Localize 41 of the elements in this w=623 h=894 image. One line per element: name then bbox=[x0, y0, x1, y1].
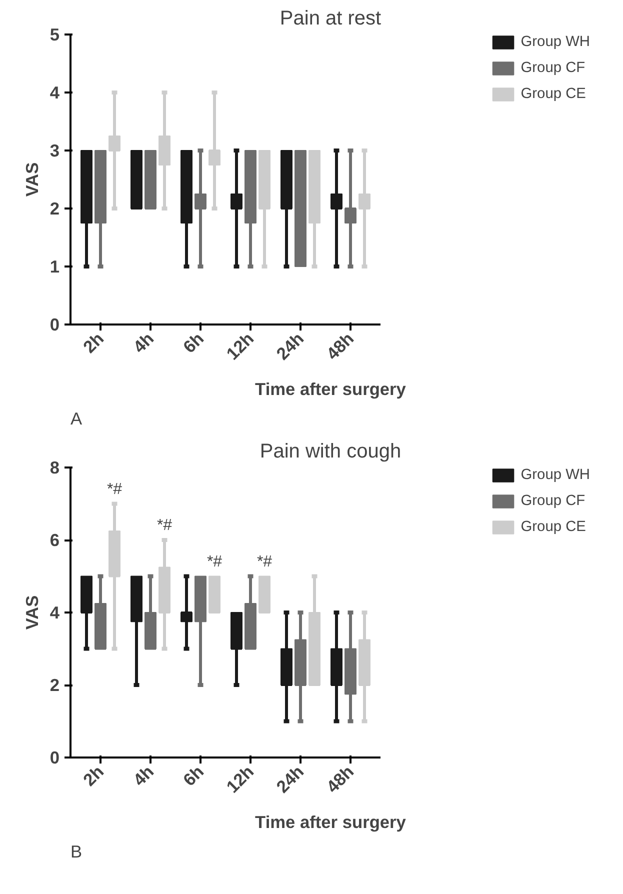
annotation: *# bbox=[256, 553, 272, 570]
annotation: *# bbox=[106, 480, 122, 498]
legend-label: Group CF bbox=[520, 60, 586, 76]
x-tick-label: 24h bbox=[272, 761, 308, 797]
text: A bbox=[70, 408, 82, 428]
x-tick-label: 24h bbox=[272, 328, 308, 364]
y-axis-title: VAS bbox=[22, 162, 42, 197]
y-tick-label: 2 bbox=[50, 675, 60, 695]
y-tick-label: 3 bbox=[50, 140, 60, 160]
x-tick-label: 12h bbox=[222, 761, 258, 797]
y-tick-label: 1 bbox=[50, 256, 60, 276]
legend-label: Group CE bbox=[520, 86, 586, 102]
chart-title: Pain at rest bbox=[280, 8, 382, 30]
annotation: *# bbox=[206, 553, 222, 570]
x-tick-label: 6h bbox=[179, 761, 208, 790]
x-tick-label: 2h bbox=[79, 328, 108, 357]
y-tick-label: 5 bbox=[50, 24, 60, 44]
x-tick-label: 48h bbox=[322, 328, 358, 364]
legend-label: Group WH bbox=[520, 34, 590, 50]
annotation: *# bbox=[156, 517, 172, 534]
x-axis-title: Time after surgery bbox=[255, 812, 406, 832]
y-tick-label: 0 bbox=[50, 314, 60, 334]
x-tick-label: 6h bbox=[179, 328, 208, 357]
y-tick-label: 4 bbox=[50, 82, 60, 102]
y-tick-label: 8 bbox=[50, 458, 60, 478]
x-tick-label: 4h bbox=[129, 328, 158, 357]
x-axis-title: Time after surgery bbox=[255, 378, 406, 399]
y-tick-label: 2 bbox=[50, 198, 60, 218]
legend-label: Group WH bbox=[520, 467, 590, 483]
x-tick-label: 2h bbox=[79, 761, 108, 790]
legend-label: Group CF bbox=[520, 493, 586, 509]
y-tick-label: 6 bbox=[50, 530, 60, 550]
y-tick-label: 4 bbox=[50, 602, 60, 622]
y-tick-label: 0 bbox=[50, 748, 60, 768]
x-tick-label: 12h bbox=[222, 328, 258, 364]
legend-label: Group CE bbox=[520, 519, 586, 535]
text: B bbox=[70, 842, 82, 862]
y-axis-title: VAS bbox=[22, 595, 42, 630]
x-tick-label: 48h bbox=[322, 761, 358, 797]
x-tick-label: 4h bbox=[129, 761, 158, 790]
chart-title: Pain with cough bbox=[260, 440, 402, 462]
